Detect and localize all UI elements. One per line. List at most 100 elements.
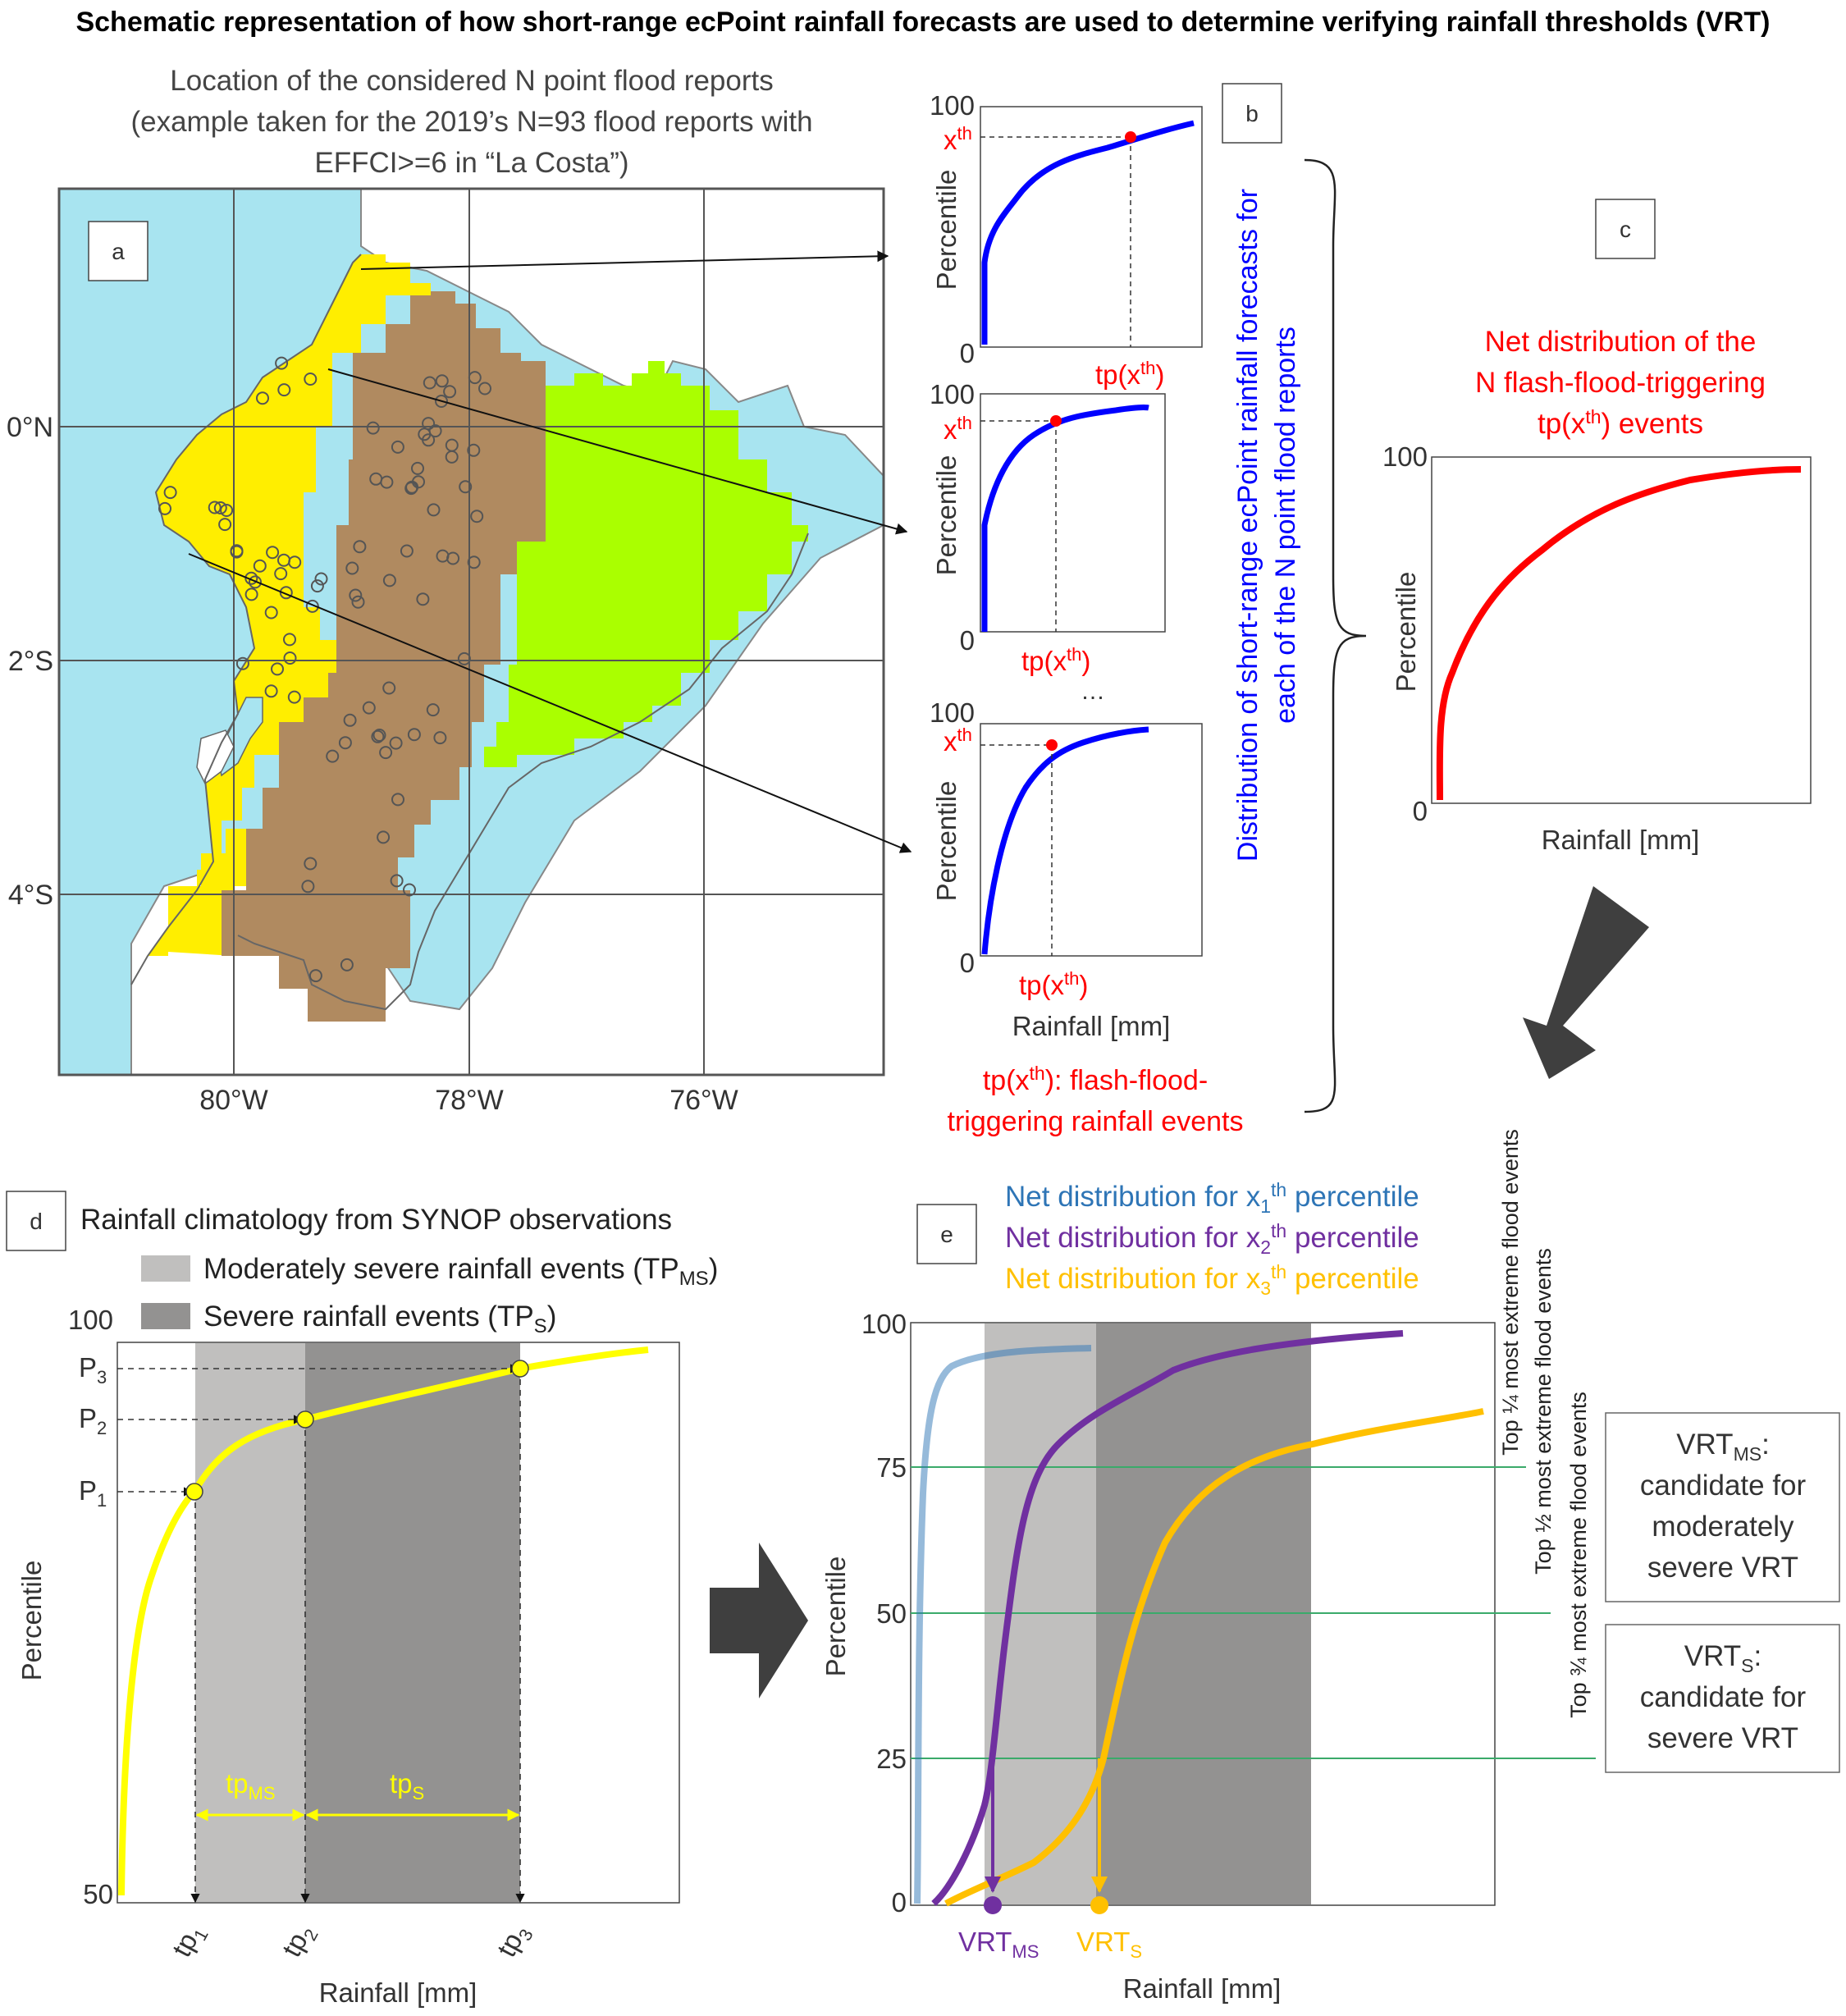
panel-b-label: b xyxy=(1245,101,1259,126)
d-tp1-label: tp1 xyxy=(166,1918,212,1963)
b1-point-label: xth xyxy=(944,123,972,155)
panel-a-caption-3: EFFCI>=6 in “La Costa”) xyxy=(314,147,628,179)
panel-a-caption-1: Location of the considered N point flood… xyxy=(170,65,773,97)
e-vrt-ms-point xyxy=(984,1896,1002,1914)
flood-report-marker xyxy=(400,544,414,558)
flood-report-marker xyxy=(349,588,363,602)
b2-frame xyxy=(980,393,1166,633)
d-xlabel: Rainfall [mm] xyxy=(319,1977,477,2008)
flood-report-markers xyxy=(158,356,491,983)
flood-report-marker xyxy=(372,729,386,742)
b1-ymax: 100 xyxy=(930,90,975,121)
b-xlabel: Rainfall [mm] xyxy=(1012,1011,1171,1041)
panel-a-label: a xyxy=(112,239,125,264)
flood-report-marker xyxy=(379,746,393,760)
map-frame xyxy=(57,187,885,1077)
c-xlabel: Rainfall [mm] xyxy=(1542,825,1700,855)
flood-report-marker xyxy=(351,595,365,609)
d-legend-s-swatch xyxy=(141,1303,190,1329)
b1-tp-label: tp(xth) xyxy=(1095,358,1164,390)
e-ytick-0: 0 xyxy=(892,1887,907,1918)
flood-report-marker xyxy=(244,587,258,601)
flood-report-marker xyxy=(459,480,473,494)
panel-d-label-box xyxy=(6,1191,66,1251)
flood-report-marker xyxy=(264,684,278,698)
b3-tp-label: tp(xth) xyxy=(1019,968,1088,1000)
d-point-p1 xyxy=(185,1483,203,1501)
e-legend-3: Net distribution for x3th percentile xyxy=(1005,1261,1419,1299)
b-side-text-2: each of the N point flood reports xyxy=(1270,327,1301,724)
b3-ymax: 100 xyxy=(930,697,975,728)
flood-report-marker xyxy=(345,561,359,575)
c-curve xyxy=(1436,466,1802,801)
lat-label-4s: 4°S xyxy=(8,880,53,911)
e-legend-1: Net distribution for x1th percentile xyxy=(1005,1179,1419,1217)
flood-report-marker xyxy=(283,651,297,665)
e-side-label-top-three-quarter: Top ¾ most extreme flood events xyxy=(1566,1392,1591,1718)
d-tp2-label: tp2 xyxy=(276,1918,322,1963)
flood-report-marker xyxy=(158,501,171,515)
flood-report-marker xyxy=(301,880,315,894)
b2-ymin: 0 xyxy=(960,625,975,656)
panel-a-caption-2: (example taken for the 2019’s N=93 flood… xyxy=(130,106,812,138)
d-range-ms-label: tpMS xyxy=(226,1768,276,1803)
flood-report-marker xyxy=(343,713,357,727)
flood-report-marker xyxy=(412,475,425,489)
b1-ylabel: Percentile xyxy=(931,170,962,290)
b2-ymax: 100 xyxy=(930,379,975,409)
vrt-ms-box xyxy=(1605,1412,1840,1602)
d-ymin: 50 xyxy=(83,1879,113,1909)
vrt-ms-box-line2: moderately xyxy=(1652,1511,1794,1543)
panel-b-brace xyxy=(1304,158,1367,1113)
lat-label-2s: 2°S xyxy=(8,646,53,677)
flood-report-marker xyxy=(435,395,448,408)
flood-report-marker xyxy=(418,427,432,441)
vrt-s-box-head: VRTS: xyxy=(1684,1640,1761,1676)
flood-report-marker xyxy=(411,461,424,475)
c-ymax: 100 xyxy=(1382,441,1428,472)
flood-report-marker xyxy=(470,510,484,523)
flood-report-marker xyxy=(163,486,177,500)
map-to-b3-arrow xyxy=(188,553,912,853)
vrt-ms-box-line1: candidate for xyxy=(1640,1470,1807,1502)
b1-point xyxy=(1125,131,1136,143)
panel-d-chart: 100 50 Percentile Rainfall [mm] P3 P2 P1… xyxy=(16,1305,680,2008)
flood-report-marker xyxy=(208,501,222,514)
e-vrt-ms-label: VRTMS xyxy=(958,1927,1039,1962)
map-to-b2-arrow xyxy=(327,368,908,535)
b2-ylabel: Percentile xyxy=(931,455,962,576)
b2-tp-label: tp(xth) xyxy=(1021,644,1090,676)
map-country-border xyxy=(237,533,809,1011)
b-ellipsis: … xyxy=(1081,678,1105,705)
panel-b-label-box xyxy=(1222,83,1282,144)
d-title: Rainfall climatology from SYNOP observat… xyxy=(80,1204,672,1236)
d-point-p2 xyxy=(296,1410,314,1429)
flood-report-marker xyxy=(326,749,340,763)
b-note-line2: triggering rainfall events xyxy=(948,1106,1244,1137)
flood-report-marker xyxy=(389,736,403,750)
flood-report-marker xyxy=(423,376,436,390)
panel-e-label: e xyxy=(940,1222,953,1247)
d-tp3-label: tp3 xyxy=(491,1918,537,1963)
panel-c-label: c xyxy=(1620,217,1631,242)
figure-title: Schematic representation of how short-ra… xyxy=(75,7,1770,38)
d-guides xyxy=(117,1364,525,1904)
vrt-ms-box-line3: severe VRT xyxy=(1647,1552,1798,1584)
flood-report-marker xyxy=(382,574,396,587)
flood-report-marker xyxy=(249,575,262,589)
e-ytick-75: 75 xyxy=(876,1452,907,1483)
flood-report-marker xyxy=(371,729,385,743)
flood-report-marker xyxy=(220,504,234,517)
flood-report-marker xyxy=(287,690,301,704)
flood-report-marker xyxy=(304,857,318,871)
b3-curve xyxy=(981,726,1149,955)
vrt-s-box xyxy=(1605,1624,1840,1773)
flood-report-marker xyxy=(468,371,482,385)
flood-report-marker xyxy=(427,503,441,517)
lon-label-80w: 80°W xyxy=(199,1085,268,1116)
flood-report-marker xyxy=(213,501,227,514)
lon-label-76w: 76°W xyxy=(669,1085,738,1116)
panel-a-label-box xyxy=(88,221,149,281)
flood-report-marker xyxy=(362,701,376,715)
b1-frame xyxy=(980,106,1203,348)
